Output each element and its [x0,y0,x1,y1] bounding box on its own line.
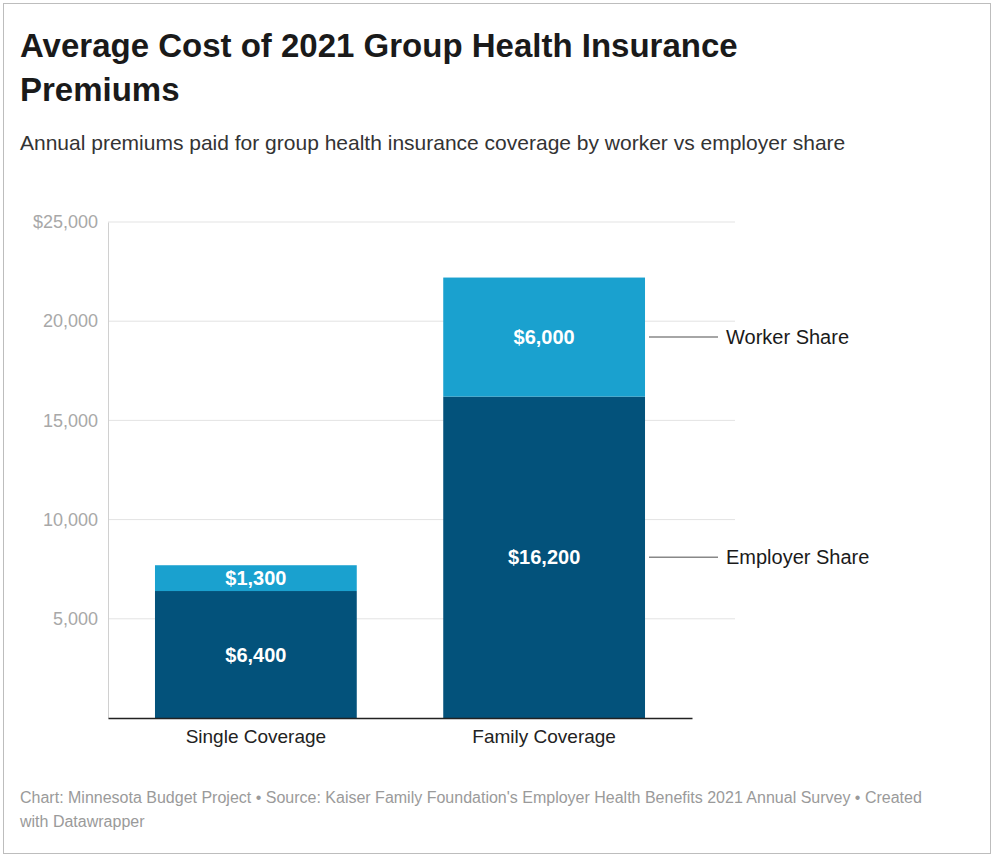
legend-leader [649,557,718,559]
series [155,397,645,718]
data-label: $1,300 [225,567,286,589]
bar [443,278,645,397]
subtitle: Annual premiums paid for group health in… [20,128,970,158]
data-label: $16,200 [508,546,580,568]
legend: Employer Share Worker Share [649,326,869,568]
x-tick-label: Family Coverage [472,726,616,747]
data-label: $6,000 [514,326,575,348]
x-axis-line [109,718,693,720]
x-axis: Single Coverage Family Coverage [109,718,693,747]
source: Chart: Minnesota Budget Project • Source… [20,786,940,834]
data-labels: $6,400 $16,200 $1,300 $6,000 [225,326,580,665]
bars [155,278,645,718]
y-tick: 5,000 [53,609,108,629]
title: Average Cost of 2021 Group Health Insura… [20,24,880,112]
y-tick-label: $25,000 [33,212,98,232]
y-tick-label: 10,000 [43,510,98,530]
bar [155,591,357,718]
y-tick: $25,000 [33,212,108,232]
chart: 5,000 10,000 15,000 20,000 $25,000 Single Cov… [0,0,996,859]
legend-label: Employer Share [726,546,869,568]
legend-leader [649,336,718,338]
y-tick-label: 5,000 [53,609,98,629]
bar [443,397,645,718]
y-axis-line [108,223,109,719]
x-tick-label: Single Coverage [186,726,326,747]
series [155,278,645,591]
y-tick-label: 20,000 [43,311,98,331]
grid-line [108,222,735,223]
y-tick: 10,000 [43,510,108,530]
x-tick: Family Coverage [472,718,616,747]
legend-label: Worker Share [726,326,849,348]
x-tick: Single Coverage [186,718,326,747]
data-label: $6,400 [225,644,286,666]
y-tick-label: 15,000 [43,411,98,431]
y-tick: 15,000 [43,411,108,431]
y-tick: 20,000 [43,311,108,331]
bar [155,565,357,591]
y-axis: 5,000 10,000 15,000 20,000 $25,000 [33,212,109,718]
